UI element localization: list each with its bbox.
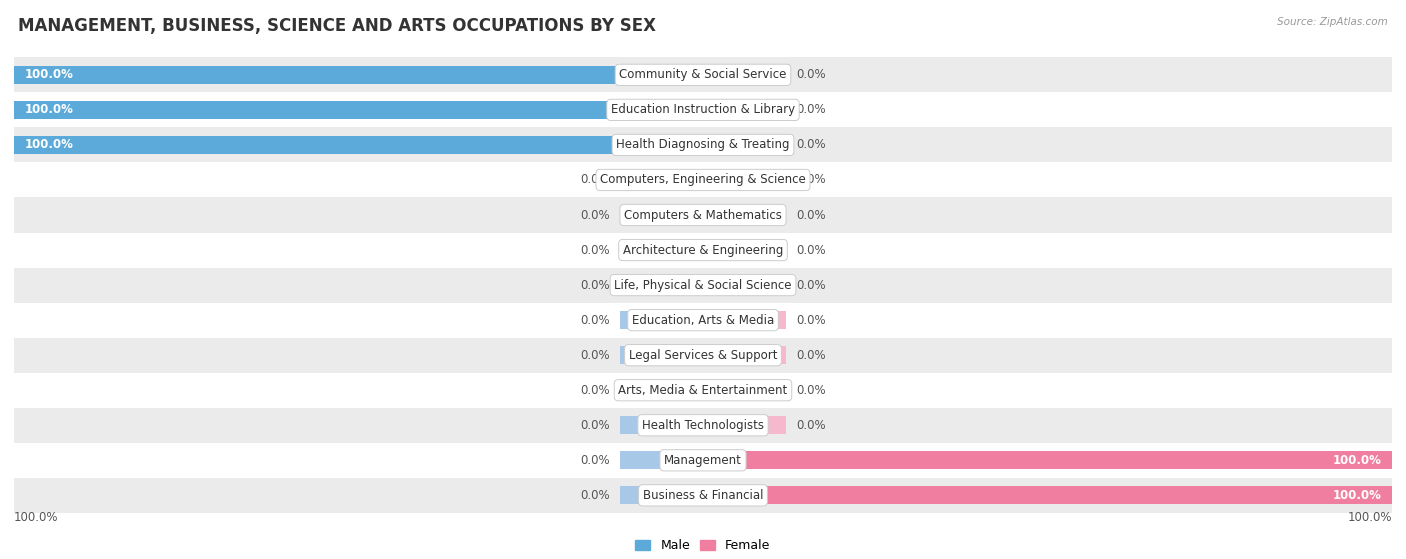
Legend: Male, Female: Male, Female [631, 536, 775, 556]
Text: 100.0%: 100.0% [1347, 510, 1392, 524]
Text: Legal Services & Support: Legal Services & Support [628, 349, 778, 362]
Text: Education, Arts & Media: Education, Arts & Media [631, 314, 775, 326]
Text: 0.0%: 0.0% [796, 68, 825, 82]
Text: 0.0%: 0.0% [581, 383, 610, 397]
Text: 0.0%: 0.0% [581, 173, 610, 187]
Text: 0.0%: 0.0% [796, 103, 825, 116]
Text: 0.0%: 0.0% [581, 314, 610, 326]
Bar [14, 338, 1392, 373]
Text: Life, Physical & Social Science: Life, Physical & Social Science [614, 278, 792, 292]
Bar [14, 233, 1392, 268]
Bar [14, 268, 1392, 302]
Bar [14, 127, 1392, 163]
Text: 0.0%: 0.0% [796, 383, 825, 397]
Bar [703, 416, 786, 434]
Bar [703, 346, 786, 364]
Text: 100.0%: 100.0% [14, 510, 59, 524]
Text: Management: Management [664, 454, 742, 467]
Text: 0.0%: 0.0% [796, 419, 825, 432]
Bar [703, 451, 1392, 470]
Bar [703, 241, 786, 259]
Bar [620, 241, 703, 259]
Text: Architecture & Engineering: Architecture & Engineering [623, 244, 783, 257]
Text: 0.0%: 0.0% [796, 139, 825, 151]
Text: 0.0%: 0.0% [796, 209, 825, 221]
Text: 0.0%: 0.0% [581, 244, 610, 257]
Text: 0.0%: 0.0% [796, 349, 825, 362]
Bar [703, 276, 786, 294]
Text: Arts, Media & Entertainment: Arts, Media & Entertainment [619, 383, 787, 397]
Bar [620, 206, 703, 224]
Bar [703, 136, 786, 154]
Bar [703, 381, 786, 399]
Bar [703, 171, 786, 189]
Text: 0.0%: 0.0% [581, 349, 610, 362]
Bar [703, 66, 786, 84]
Bar [14, 478, 1392, 513]
Bar [14, 58, 1392, 92]
Text: 100.0%: 100.0% [1333, 454, 1382, 467]
Text: 0.0%: 0.0% [796, 173, 825, 187]
Bar [14, 101, 703, 119]
Bar [703, 486, 1392, 504]
Bar [620, 416, 703, 434]
Bar [703, 311, 786, 329]
Bar [14, 92, 1392, 127]
Text: 0.0%: 0.0% [581, 419, 610, 432]
Text: Source: ZipAtlas.com: Source: ZipAtlas.com [1277, 17, 1388, 27]
Bar [620, 346, 703, 364]
Bar [620, 381, 703, 399]
Bar [14, 197, 1392, 233]
Bar [14, 302, 1392, 338]
Bar [14, 136, 703, 154]
Text: 0.0%: 0.0% [581, 489, 610, 502]
Text: 0.0%: 0.0% [796, 278, 825, 292]
Bar [14, 373, 1392, 408]
Bar [14, 66, 703, 84]
Text: Computers & Mathematics: Computers & Mathematics [624, 209, 782, 221]
Text: 100.0%: 100.0% [24, 68, 73, 82]
Bar [14, 443, 1392, 478]
Text: 0.0%: 0.0% [581, 454, 610, 467]
Text: 0.0%: 0.0% [796, 314, 825, 326]
Text: Business & Financial: Business & Financial [643, 489, 763, 502]
Bar [703, 206, 786, 224]
Text: 100.0%: 100.0% [24, 103, 73, 116]
Text: 0.0%: 0.0% [581, 209, 610, 221]
Bar [620, 486, 703, 504]
Text: Health Diagnosing & Treating: Health Diagnosing & Treating [616, 139, 790, 151]
Text: 0.0%: 0.0% [796, 244, 825, 257]
Bar [703, 101, 786, 119]
Bar [620, 451, 703, 470]
Text: 0.0%: 0.0% [581, 278, 610, 292]
Bar [620, 171, 703, 189]
Text: Community & Social Service: Community & Social Service [619, 68, 787, 82]
Text: Education Instruction & Library: Education Instruction & Library [612, 103, 794, 116]
Text: Computers, Engineering & Science: Computers, Engineering & Science [600, 173, 806, 187]
Bar [14, 408, 1392, 443]
Text: Health Technologists: Health Technologists [643, 419, 763, 432]
Text: MANAGEMENT, BUSINESS, SCIENCE AND ARTS OCCUPATIONS BY SEX: MANAGEMENT, BUSINESS, SCIENCE AND ARTS O… [18, 17, 657, 35]
Bar [620, 311, 703, 329]
Bar [14, 163, 1392, 197]
Text: 100.0%: 100.0% [24, 139, 73, 151]
Bar [620, 276, 703, 294]
Text: 100.0%: 100.0% [1333, 489, 1382, 502]
